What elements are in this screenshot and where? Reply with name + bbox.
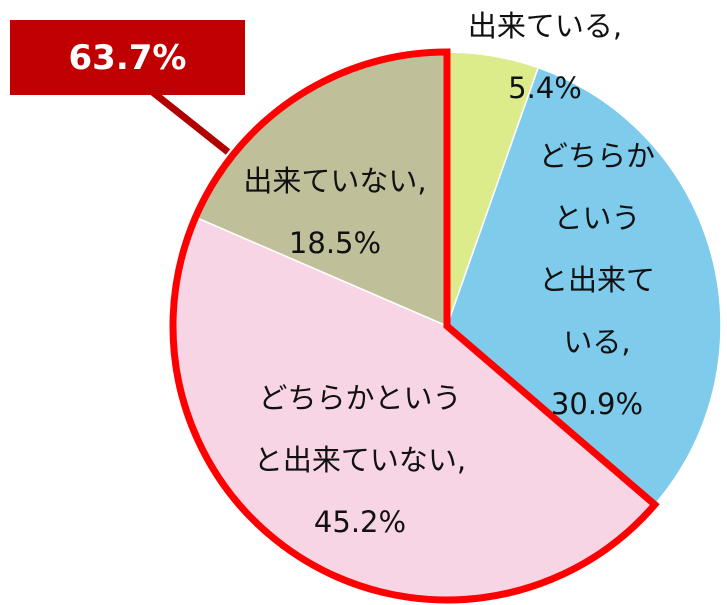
callout-line xyxy=(147,87,231,155)
highlight-outline xyxy=(169,48,660,604)
slice-label: どちらかという と出来ている, 30.9% xyxy=(532,125,662,435)
category-label: 出来ていない, xyxy=(243,164,427,198)
category-label: 出来ている, xyxy=(467,9,623,43)
value-label: 5.4% xyxy=(508,71,582,105)
value-label: 18.5% xyxy=(288,226,382,260)
value-label: 45.2% xyxy=(313,505,407,539)
callout: 63.7% xyxy=(10,20,245,95)
value-label: 30.9% xyxy=(550,387,644,421)
pie-slice xyxy=(446,66,722,506)
slice-label: 出来ている, 5.4% xyxy=(468,0,622,119)
slice-label: どちらかという と出来ていない, 45.2% xyxy=(254,367,466,553)
category-label: どちらかという と出来ている, xyxy=(538,139,655,359)
slice-label: 出来ていない, 18.5% xyxy=(243,150,426,274)
category-label: どちらかという と出来ていない, xyxy=(253,381,467,477)
